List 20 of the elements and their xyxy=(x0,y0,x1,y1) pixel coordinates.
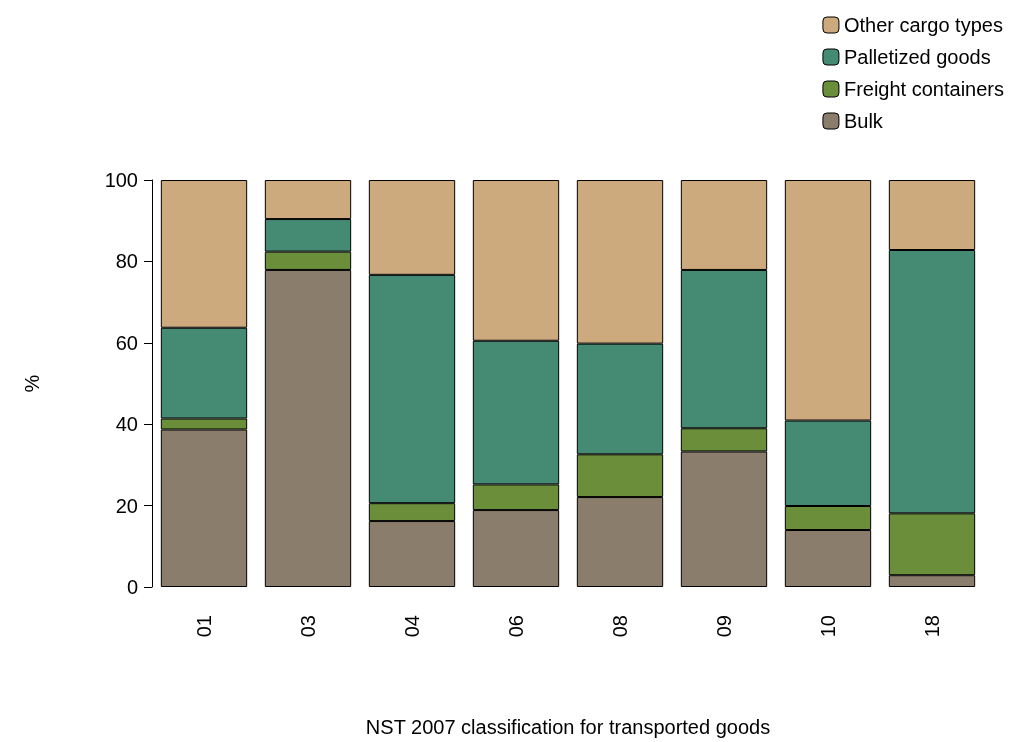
x-axis-title: NST 2007 classification for transported goods xyxy=(365,716,771,738)
y-tick-label: 100 xyxy=(104,169,138,191)
y-tick-label: 20 xyxy=(115,494,138,517)
legend-label: Freight containers xyxy=(843,78,1004,100)
x-tick-label: 18 xyxy=(921,615,943,638)
legend-label: Palletized goods xyxy=(843,46,991,68)
x-tick-label: 09 xyxy=(713,615,735,638)
x-tick-label: 10 xyxy=(817,615,839,638)
legend-label: Other cargo types xyxy=(843,14,1003,36)
x-tick-label: 01 xyxy=(193,615,215,638)
x-tick-label: 04 xyxy=(401,615,423,638)
y-tick-label: 80 xyxy=(115,250,138,273)
y-tick-label: 60 xyxy=(115,331,138,354)
legend-label: Bulk xyxy=(843,110,884,132)
y-axis-title: % xyxy=(21,374,43,393)
x-tick-label: 03 xyxy=(297,615,319,638)
y-tick-label: 0 xyxy=(126,576,138,598)
x-tick-label: 06 xyxy=(505,615,527,638)
x-tick-label: 08 xyxy=(609,615,631,638)
y-tick-label: 40 xyxy=(115,413,138,436)
